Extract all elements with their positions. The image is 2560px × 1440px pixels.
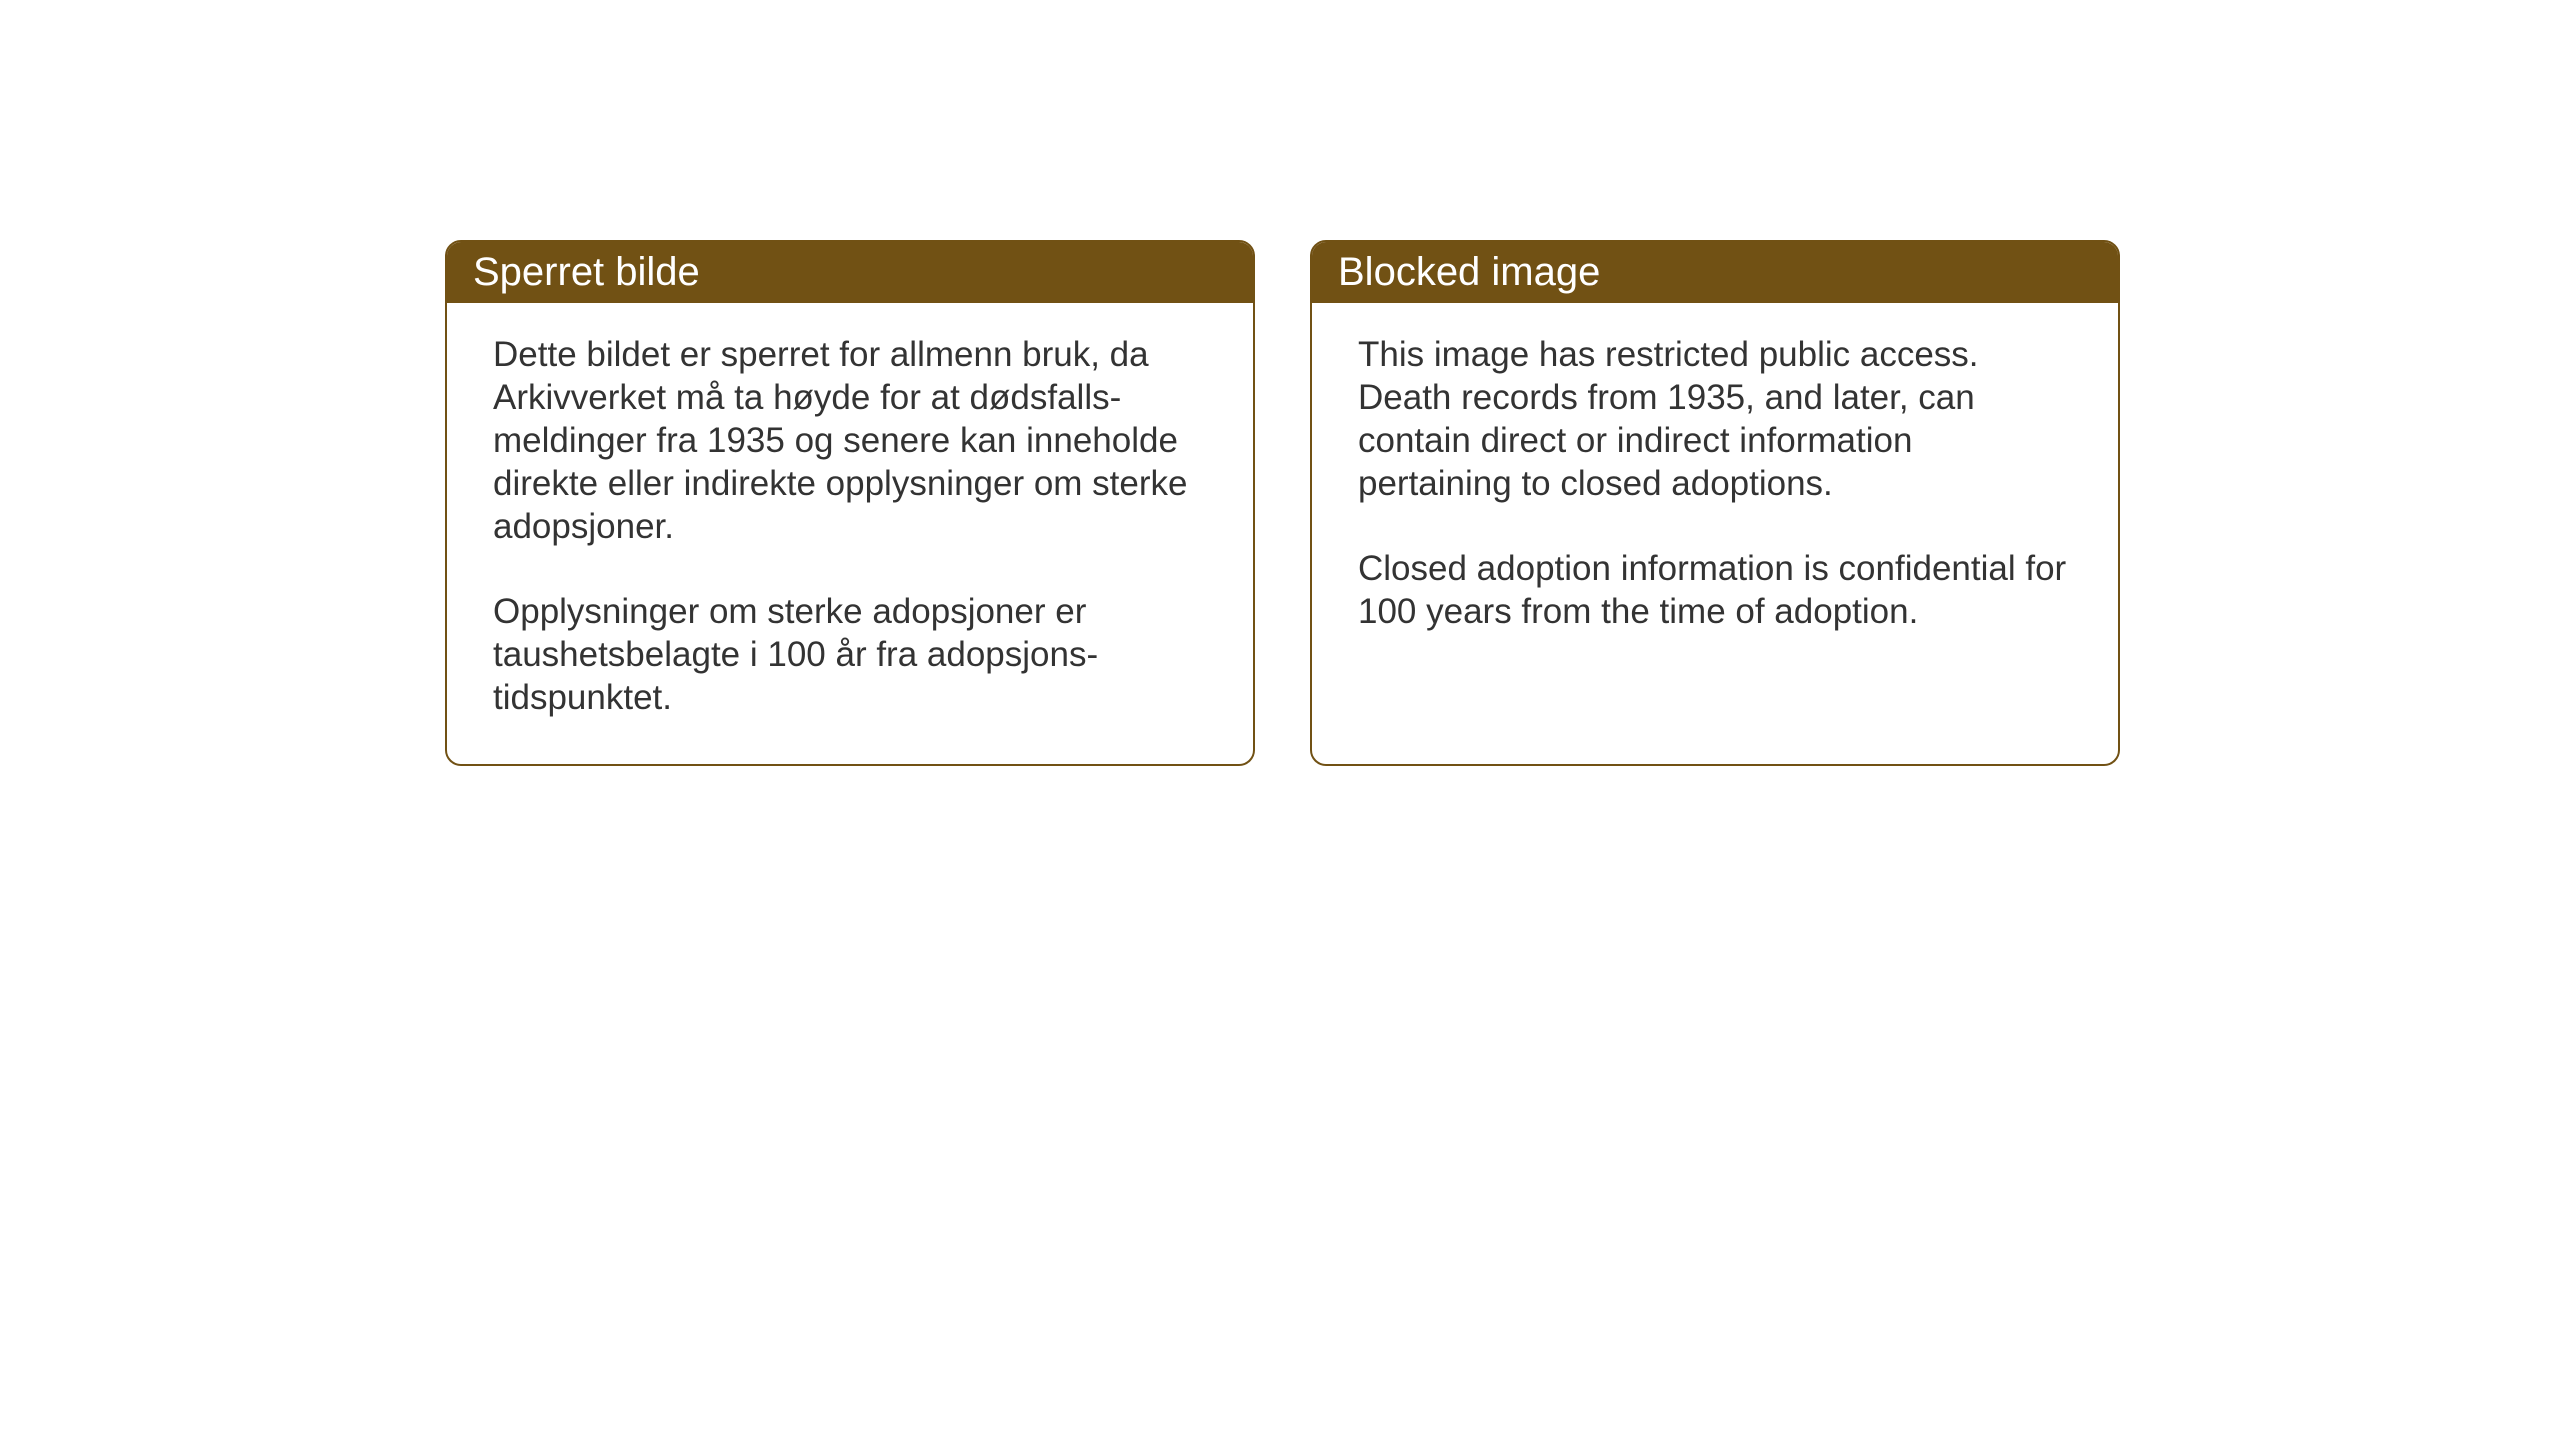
norwegian-notice-card: Sperret bilde Dette bildet er sperret fo… — [445, 240, 1255, 766]
english-card-body: This image has restricted public access.… — [1312, 303, 2118, 728]
notice-container: Sperret bilde Dette bildet er sperret fo… — [445, 240, 2120, 766]
norwegian-card-body: Dette bildet er sperret for allmenn bruk… — [447, 303, 1253, 764]
english-card-title: Blocked image — [1312, 242, 2118, 303]
norwegian-card-title: Sperret bilde — [447, 242, 1253, 303]
english-paragraph-1: This image has restricted public access.… — [1358, 333, 2072, 505]
norwegian-paragraph-2: Opplysninger om sterke adopsjoner er tau… — [493, 590, 1207, 719]
english-notice-card: Blocked image This image has restricted … — [1310, 240, 2120, 766]
norwegian-paragraph-1: Dette bildet er sperret for allmenn bruk… — [493, 333, 1207, 548]
english-paragraph-2: Closed adoption information is confident… — [1358, 547, 2072, 633]
